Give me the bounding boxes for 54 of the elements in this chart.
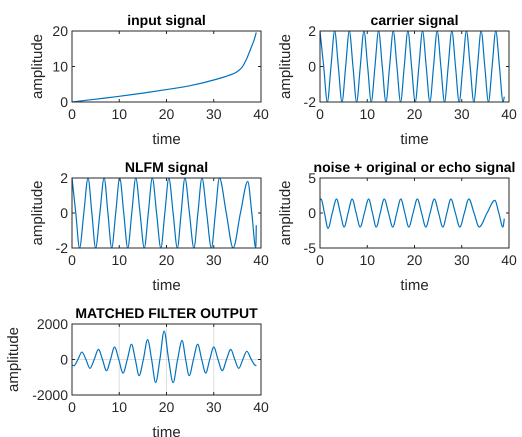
x-axis-title: time [400, 277, 429, 294]
x-tick-label: 20 [158, 252, 174, 268]
y-tick-label: 10 [52, 58, 68, 74]
x-tick-label: 10 [359, 106, 376, 122]
line-series [320, 198, 505, 229]
x-tick-label: 20 [406, 252, 422, 268]
x-tick-label: 30 [206, 106, 222, 122]
y-tick-label: 0 [308, 58, 316, 74]
x-tick-label: 40 [253, 106, 269, 122]
chart-title: input signal [127, 12, 206, 28]
y-tick-label: 0 [60, 352, 68, 368]
y-tick-label: 2 [60, 170, 68, 186]
x-tick-label: 20 [158, 106, 174, 122]
chart-title: noise + original or echo signal [314, 159, 516, 175]
chart-title: MATCHED FILTER OUTPUT [75, 305, 258, 321]
chart-title: NLFM signal [124, 159, 208, 175]
y-tick-label: -5 [304, 240, 316, 256]
y-tick-label: 0 [60, 94, 68, 110]
y-axis-title: amplitude [29, 180, 46, 246]
x-tick-label: 30 [454, 252, 470, 268]
x-tick-label: 30 [206, 252, 222, 268]
y-axis-title: amplitude [5, 326, 22, 392]
x-tick-label: 20 [158, 399, 174, 415]
line-series [320, 30, 505, 103]
x-axis-title: time [152, 131, 181, 148]
y-tick-label: -2000 [32, 387, 68, 403]
x-tick-label: 40 [253, 252, 269, 268]
x-tick-label: 10 [111, 399, 128, 415]
y-tick-label: 0 [60, 205, 68, 221]
x-tick-label: 30 [206, 399, 222, 415]
x-axis-title: time [152, 424, 181, 437]
y-axis-title: amplitude [277, 180, 294, 246]
x-axis-title: time [400, 131, 429, 148]
x-tick-label: 20 [406, 106, 422, 122]
y-tick-label: 20 [52, 23, 68, 39]
y-tick-label: -2 [304, 94, 316, 110]
y-tick-label: 2000 [36, 316, 68, 332]
x-tick-label: 40 [501, 106, 517, 122]
x-axis-title: time [152, 277, 181, 294]
chart-title: carrier signal [370, 12, 458, 28]
y-axis-title: amplitude [277, 34, 294, 100]
x-tick-label: 40 [501, 252, 517, 268]
y-tick-label: -2 [56, 240, 68, 256]
y-axis-title: amplitude [29, 34, 46, 100]
line-series [72, 32, 257, 103]
x-tick-label: 10 [359, 252, 376, 268]
x-tick-label: 40 [253, 399, 269, 415]
y-tick-label: 0 [308, 205, 316, 221]
y-tick-label: 2 [308, 23, 316, 39]
x-tick-label: 10 [111, 106, 128, 122]
line-series [72, 177, 257, 249]
x-tick-label: 10 [111, 252, 128, 268]
line-series [72, 330, 257, 384]
x-tick-label: 30 [454, 106, 470, 122]
